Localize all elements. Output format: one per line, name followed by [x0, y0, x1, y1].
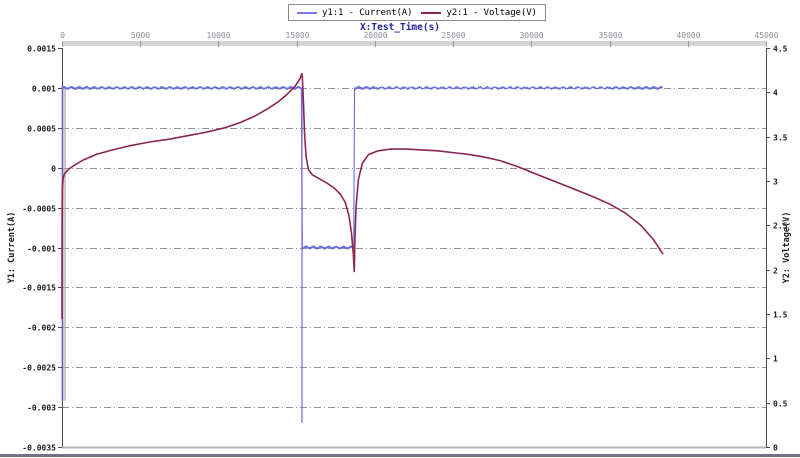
voltage-trace [61, 72, 664, 320]
x-axis-title: X:Test_Time(s) [359, 22, 441, 33]
y1-tick-label-2: 0.0005 [27, 125, 56, 134]
series-current [61, 85, 663, 402]
y1-tick-label-7: -0.002 [27, 324, 56, 333]
y1-tick-label-9: -0.003 [27, 404, 56, 413]
legend-swatch-current [297, 11, 317, 14]
legend-swatch-voltage [421, 11, 442, 14]
legend-label-current: y1:1 - Current(A) [322, 7, 413, 18]
y2-tick-label-3: 3 [773, 178, 778, 187]
y2-axis-title: Y2: Voltage(V) [782, 212, 792, 284]
y2-tick-label-2: 3.5 [773, 134, 788, 143]
x-tick-label-9: 45000 [754, 31, 778, 40]
y2-tick-label-5: 2 [773, 267, 778, 276]
x-tick-label-1: 5000 [131, 31, 150, 40]
x-tick-label-0: 0 [60, 31, 65, 40]
x-tick-label-8: 40000 [676, 31, 700, 40]
x-tick-label-5: 25000 [441, 31, 465, 40]
legend-item-voltage[interactable]: y2:1 - Voltage(V) [421, 7, 537, 18]
chart-legend: y1:1 - Current(A) y2:1 - Voltage(V) [288, 4, 546, 21]
legend-label-voltage: y2:1 - Voltage(V) [446, 7, 537, 18]
y1-tick-label-10: -0.0035 [22, 444, 56, 453]
x-tick-label-2: 10000 [206, 31, 230, 40]
x-tick-label-6: 30000 [519, 31, 543, 40]
y1-tick-label-1: 0.001 [32, 85, 56, 94]
series-voltage [61, 72, 664, 320]
y2-tick-label-7: 1 [773, 355, 778, 364]
y1-tick-label-6: -0.0015 [22, 284, 56, 293]
y1-axis-title: Y1: Current(A) [7, 212, 17, 284]
y2-tick-label-0: 4.5 [773, 45, 788, 54]
current-start-band [63, 87, 66, 401]
y2-tick-label-8: 0.5 [773, 400, 788, 409]
y2-tick-label-4: 2.5 [773, 222, 788, 231]
y2-tick-label-9: 0 [773, 444, 778, 453]
y1-tick-label-4: -0.0005 [22, 205, 56, 214]
current-trace [61, 85, 663, 402]
x-tick-label-7: 35000 [598, 31, 622, 40]
y1-tick-label-5: -0.001 [27, 245, 56, 254]
x-tick-label-3: 15000 [285, 31, 309, 40]
y1-tick-label-8: -0.0025 [22, 364, 56, 373]
plot-background [62, 48, 766, 447]
y2-tick-label-6: 1.5 [773, 311, 788, 320]
y1-tick-label-3: 0 [51, 165, 56, 174]
x-tick-label-4: 20000 [363, 31, 387, 40]
legend-item-current[interactable]: y1:1 - Current(A) [297, 7, 413, 18]
y2-tick-label-1: 4 [773, 89, 778, 98]
y1-tick-label-0: 0.0015 [27, 45, 56, 54]
